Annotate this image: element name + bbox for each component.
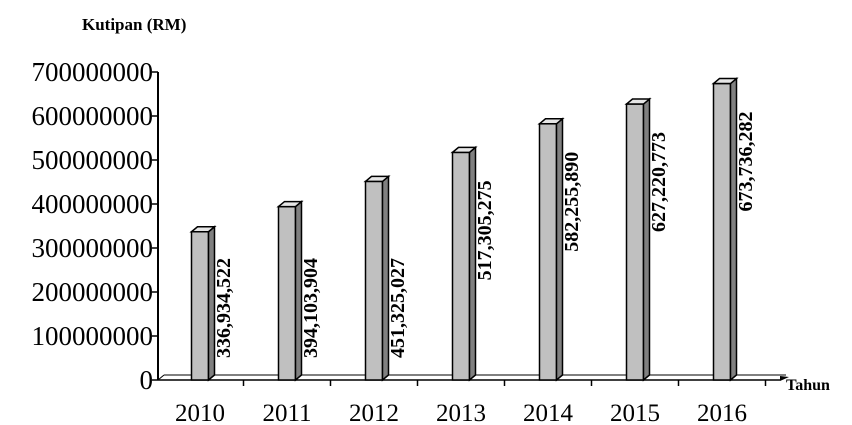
y-tick-label: 200000000: [32, 277, 154, 307]
bar-top-face: [450, 146, 478, 154]
bar-top-face: [624, 98, 652, 105]
y-tick-label: 300000000: [32, 233, 154, 263]
data-label: 582,255,890: [561, 152, 583, 252]
x-tick-label: 2013: [436, 400, 486, 425]
x-tick-label: 2014: [523, 400, 574, 425]
bar-top-face: [189, 225, 217, 233]
x-axis-arrow-icon: [780, 376, 789, 381]
bar-top-face: [711, 77, 739, 85]
bar: [450, 145, 478, 382]
bar: [624, 97, 652, 382]
bar: [276, 199, 304, 382]
x-tick-label: 2012: [349, 400, 399, 425]
y-axis-label: Kutipan (RM): [82, 15, 186, 34]
bar-front-face: [538, 123, 558, 381]
x-ticks: 2010 2011 2012 2013 2014 2015 2016: [175, 380, 767, 425]
data-label: 451,325,027: [387, 258, 409, 358]
bar: [711, 76, 739, 382]
y-tick-label: 700000000: [32, 57, 154, 87]
bar: [363, 174, 391, 382]
y-tick-label: 400000000: [32, 189, 154, 219]
bar-front-face: [364, 180, 384, 381]
data-label: 336,934,522: [213, 258, 235, 358]
bar: [537, 117, 565, 382]
y-tick-label: 100000000: [32, 321, 154, 351]
bar-top-face: [276, 200, 304, 208]
data-label: 673,736,282: [735, 112, 757, 212]
bar-top-face: [537, 118, 565, 125]
bar-top-face: [363, 175, 391, 183]
y-tick-label: 0: [140, 365, 154, 395]
x-tick-label: 2010: [175, 400, 225, 425]
bars: [189, 76, 739, 382]
data-label: 394,103,904: [300, 258, 322, 358]
x-axis-label: Tahun: [786, 377, 830, 394]
x-tick-label: 2011: [262, 400, 311, 425]
bar-front-face: [625, 103, 645, 381]
data-label: 627,220,773: [648, 132, 670, 232]
bar-front-face: [712, 82, 732, 381]
y-tick-label: 600000000: [32, 101, 154, 131]
y-tick-label: 500000000: [32, 145, 154, 175]
x-tick-label: 2016: [697, 400, 747, 425]
x-axis-depth-line: [157, 374, 165, 381]
bar: [189, 225, 217, 382]
bar-front-face: [451, 151, 471, 381]
data-labels: 336,934,522 394,103,904 451,325,027 517,305…: [213, 112, 757, 358]
x-tick-label: 2015: [610, 400, 660, 425]
data-label: 517,305,275: [474, 180, 496, 280]
bar-front-face: [190, 230, 210, 381]
y-ticks: 0 100000000 200000000 300000000 400000000 500…: [32, 57, 158, 395]
bar-front-face: [277, 205, 297, 381]
